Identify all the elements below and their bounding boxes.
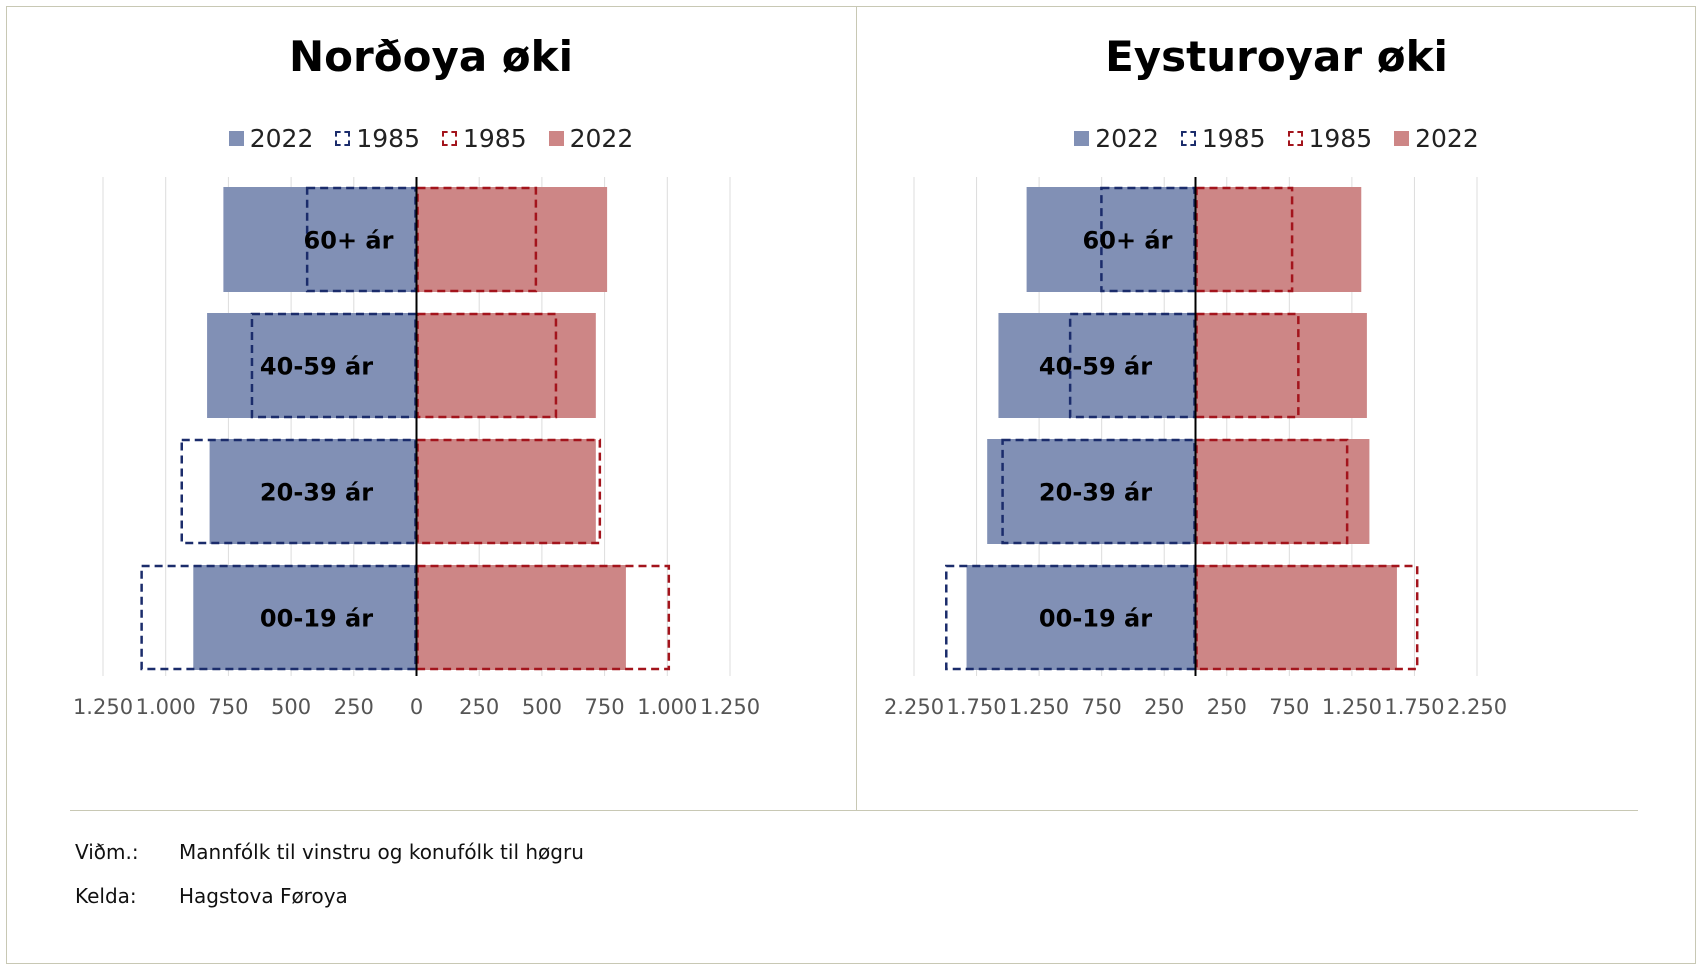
bar-right-2022 (416, 565, 626, 670)
legend-label: 1985 (1308, 124, 1373, 153)
legend-item-women-2022: 2022 (548, 124, 634, 153)
legend-swatch (442, 131, 457, 146)
source-text: Hagstova Føroya (179, 884, 348, 908)
outline-left-1985 (1001, 438, 1196, 545)
panel-divider (856, 6, 857, 810)
legend-swatch (548, 131, 564, 146)
category-label: 40-59 ár (260, 353, 373, 381)
tick-label: 250 (1207, 695, 1247, 719)
legend-label: 1985 (356, 124, 420, 153)
remark-text: Mannfólk til vinstru og konufólk til høg… (179, 840, 584, 864)
bar-right-2022 (416, 187, 608, 292)
bar-left-2022 (1026, 187, 1196, 292)
bar-left-2022 (223, 187, 417, 292)
legend-item-men-1985: 1985 (1180, 124, 1266, 153)
remark-row: Viðm.: Mannfólk til vinstru og konufólk … (75, 830, 584, 874)
legend-label: 2022 (249, 124, 314, 153)
tick-label: 0 (410, 695, 423, 719)
legend-label: 1985 (463, 124, 527, 153)
category-label: 20-39 ár (1039, 479, 1152, 507)
tick-label: 1.000 (136, 695, 196, 719)
tick-label: 1.250 (1322, 695, 1382, 719)
bar-left-2022 (966, 565, 1196, 670)
outline-right-1985 (1195, 564, 1419, 671)
chart-title: Norðoya øki (289, 32, 573, 81)
tick-label: 1.000 (637, 695, 697, 719)
category-label: 60+ ár (1083, 227, 1173, 255)
legend-swatch (228, 131, 244, 146)
legend-swatch (1394, 131, 1410, 146)
tick-label: 250 (459, 695, 499, 719)
legend-item-men-2022: 2022 (1074, 124, 1159, 153)
tick-label: 750 (1082, 695, 1122, 719)
category-label: 00-19 ár (1039, 605, 1152, 633)
bar-left-2022 (207, 313, 417, 418)
category-label: 20-39 ár (260, 479, 373, 507)
tick-label: 1.250 (73, 695, 133, 719)
chart-title: Eysturoyar øki (1105, 32, 1448, 81)
legend-item-women-1985: 1985 (1287, 124, 1373, 153)
legend-swatch (1074, 131, 1090, 146)
chart-legend: 2022 1985 1985 2022 (6, 124, 856, 153)
tick-label: 1.750 (946, 695, 1006, 719)
tick-label: 750 (1269, 695, 1309, 719)
bar-left-2022 (209, 439, 417, 544)
footer-rule (70, 810, 1638, 811)
bar-right-2022 (1195, 313, 1367, 418)
bar-left-2022 (987, 439, 1196, 544)
legend-item-women-1985: 1985 (442, 124, 527, 153)
legend-swatch (1287, 131, 1303, 146)
legend-swatch (335, 131, 351, 146)
legend-item-men-1985: 1985 (335, 124, 420, 153)
tick-label: 1.250 (1009, 695, 1069, 719)
legend-label: 2022 (1415, 124, 1479, 153)
tick-label: 2.250 (884, 695, 944, 719)
tick-label: 750 (585, 695, 625, 719)
source-label: Kelda: (75, 884, 137, 908)
bar-right-2022 (1195, 187, 1362, 292)
remark-label: Viðm.: (75, 840, 139, 864)
chart-panel-nordoya: Norðoya øki 2022 1985 1985 2022 60+ ár 40… (6, 6, 856, 810)
chart-panel-eysturoy: Eysturoyar øki 2022 1985 1985 2022 60+ á… (857, 6, 1696, 810)
bar-left-2022 (998, 313, 1196, 418)
chart-legend: 2022 1985 1985 2022 (857, 124, 1696, 153)
category-label: 40-59 ár (1039, 353, 1152, 381)
legend-swatch (1180, 131, 1196, 146)
bar-right-2022 (416, 439, 596, 544)
legend-item-men-2022: 2022 (228, 124, 314, 153)
legend-label: 2022 (569, 124, 634, 153)
tick-label: 500 (522, 695, 562, 719)
bar-left-2022 (193, 565, 417, 670)
tick-label: 500 (271, 695, 311, 719)
outline-right-1985 (416, 438, 602, 545)
tick-label: 250 (1144, 695, 1184, 719)
category-label: 00-19 ár (260, 605, 373, 633)
source-row: Kelda: Hagstova Føroya (75, 874, 584, 918)
legend-item-women-2022: 2022 (1394, 124, 1479, 153)
bar-right-2022 (416, 313, 596, 418)
bar-right-2022 (1195, 565, 1397, 670)
bar-right-2022 (1195, 439, 1370, 544)
tick-label: 750 (208, 695, 248, 719)
tick-label: 250 (334, 695, 374, 719)
chart-notes: Viðm.: Mannfólk til vinstru og konufólk … (75, 830, 584, 918)
tick-label: 2.250 (1447, 695, 1507, 719)
legend-label: 2022 (1095, 124, 1159, 153)
tick-label: 1.750 (1384, 695, 1444, 719)
tick-label: 1.250 (700, 695, 760, 719)
legend-label: 1985 (1201, 124, 1266, 153)
category-label: 60+ ár (304, 227, 394, 255)
